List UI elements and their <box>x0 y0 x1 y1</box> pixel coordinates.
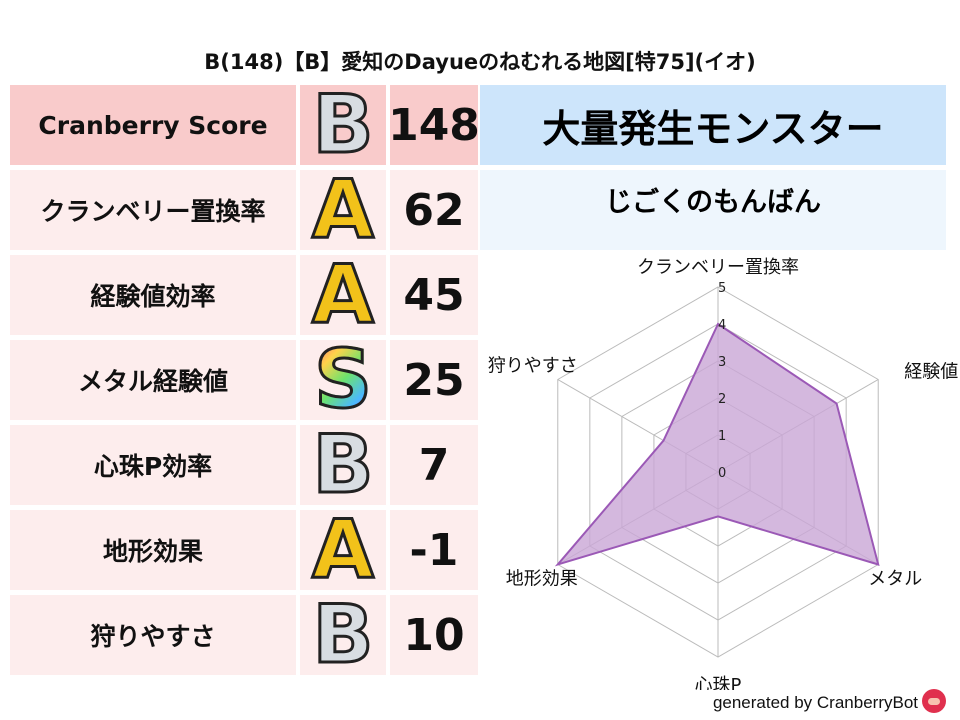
row-score: 45 <box>390 255 478 335</box>
grade-badge: A <box>300 503 386 596</box>
row-label: メタル経験値 <box>10 340 296 420</box>
grade-letter: A <box>311 503 376 596</box>
grade-badge: B <box>300 588 386 681</box>
tick-label: 2 <box>718 392 726 407</box>
page-title: B(148)【B】愛知のDayueのねむれる地図[特75](イオ) <box>204 50 756 74</box>
row-score: 7 <box>390 425 478 505</box>
tick-label: 1 <box>718 429 726 444</box>
grade-badge: S <box>300 333 386 426</box>
grade-letter: B <box>311 418 375 511</box>
grade-letter: A <box>311 163 376 256</box>
grade-letter: S <box>313 333 374 426</box>
grade-badge: B <box>300 418 386 511</box>
grade-letter: B <box>311 588 375 681</box>
tick-label: 5 <box>718 281 726 296</box>
axis-label: クランベリー置換率 <box>637 257 799 278</box>
tick-label: 0 <box>718 466 726 481</box>
footer-credit: generated by CranberryBot <box>712 693 918 712</box>
axis-label: 狩りやすさ <box>488 356 578 377</box>
grade-badge: A <box>300 248 386 341</box>
monster-name: じごくのもんばん <box>480 170 946 250</box>
monster-panel-heading: 大量発生モンスター <box>480 85 946 165</box>
axis-label: 経験値 <box>904 362 958 383</box>
row-label: 経験値効率 <box>10 255 296 335</box>
row-score: 62 <box>390 170 478 250</box>
row-score: -1 <box>390 510 478 590</box>
axis-label: メタル <box>868 569 922 590</box>
row-score: 10 <box>390 595 478 675</box>
row-label: Cranberry Score <box>10 85 296 165</box>
row-label: クランベリー置換率 <box>10 170 296 250</box>
row-label: 心珠P効率 <box>10 425 296 505</box>
row-score: 25 <box>390 340 478 420</box>
row-label: 狩りやすさ <box>10 595 296 675</box>
axis-label: 心珠P <box>695 675 742 690</box>
row-score: 148 <box>388 85 480 165</box>
data-area <box>554 322 880 567</box>
grade-badge: A <box>300 163 386 256</box>
row-label: 地形効果 <box>10 510 296 590</box>
axis-label: 地形効果 <box>506 569 578 590</box>
cranberrybot-logo-icon <box>922 689 946 713</box>
grade-letter: B <box>311 78 375 171</box>
tick-label: 4 <box>718 318 726 333</box>
grade-letter: A <box>311 248 376 341</box>
tick-label: 3 <box>718 355 726 370</box>
grade-badge: B <box>300 78 386 171</box>
